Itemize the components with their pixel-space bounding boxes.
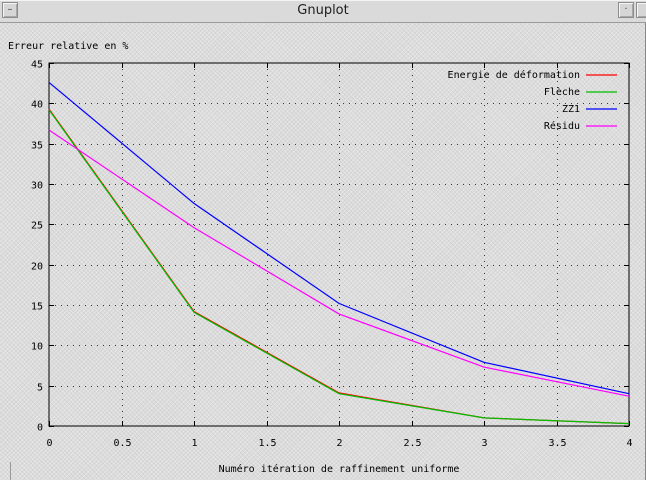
series-line [48, 129, 630, 397]
x-tick-label: 1 [191, 438, 197, 449]
legend-label: Résidu [544, 120, 580, 132]
legend-label: Flèche [544, 86, 580, 98]
window-resize-edge[interactable] [0, 462, 11, 480]
series-lines [48, 81, 630, 425]
y-tick-label: 20 [31, 262, 43, 273]
x-tick-label: 2.5 [403, 438, 421, 449]
y-tick-label: 25 [31, 221, 43, 232]
x-tick-label: 0.5 [113, 438, 131, 449]
window-menu-button[interactable]: – [2, 2, 18, 18]
x-tick-label: 3 [481, 438, 487, 449]
y-axis-label: Erreur relative en % [8, 41, 128, 52]
y-tick-label: 30 [31, 181, 43, 192]
y-tick-label: 15 [31, 302, 43, 313]
y-tick-label: 10 [31, 342, 43, 353]
x-axis-label: Numéro itération de raffinement uniforme [219, 463, 460, 475]
series-line [48, 81, 630, 395]
y-tick-label: 5 [37, 383, 43, 394]
title-bar[interactable]: – Gnuplot · [0, 0, 646, 23]
series-line [48, 108, 630, 425]
y-tick-label: 40 [31, 100, 43, 111]
window-title: Gnuplot [297, 3, 349, 18]
x-tick-label: 0 [46, 438, 52, 449]
x-tick-label: 3.5 [548, 438, 566, 449]
legend-label: ZZ1 [562, 104, 580, 115]
y-tick-label: 45 [31, 60, 43, 71]
series-line [48, 109, 630, 425]
x-tick-label: 4 [626, 438, 632, 449]
legend: Energie de déformation Flèche ZZ1 Résidu [448, 69, 617, 132]
x-tick-label: 1.5 [258, 438, 276, 449]
y-tick-label: 0 [37, 423, 43, 434]
y-tick-label: 35 [31, 141, 43, 152]
x-tick-label: 2 [336, 438, 342, 449]
minimize-button[interactable]: · [618, 2, 634, 18]
maximize-button[interactable] [636, 2, 646, 18]
legend-label: Energie de déformation [448, 69, 580, 81]
grid [49, 63, 629, 426]
